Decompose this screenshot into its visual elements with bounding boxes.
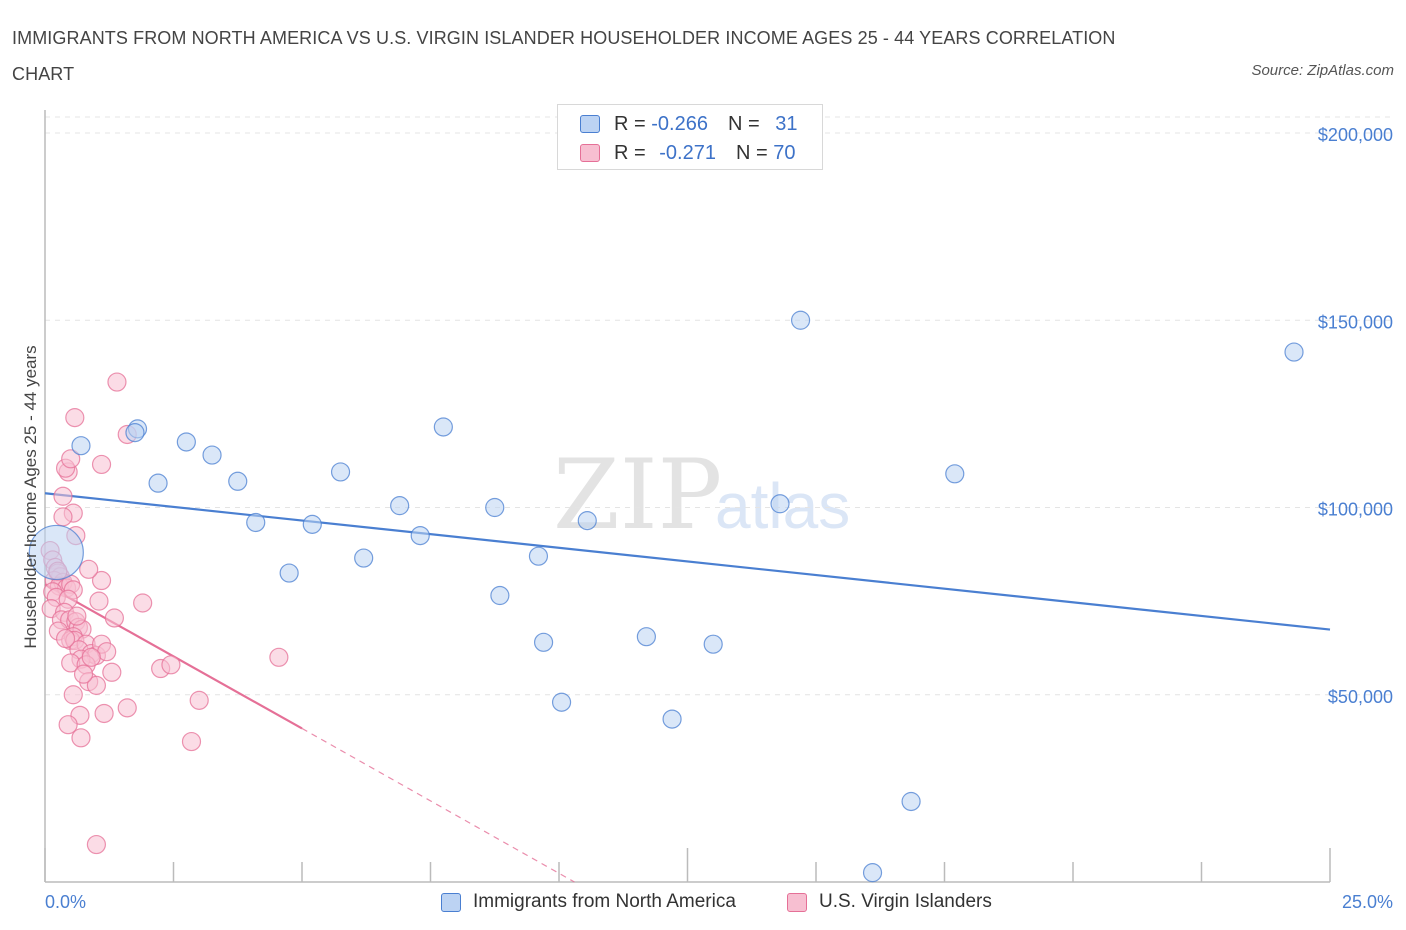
point-virgin-islanders <box>91 454 112 475</box>
r-label: R = <box>614 141 652 164</box>
point-north-america <box>28 524 84 581</box>
point-virgin-islanders <box>94 703 114 724</box>
x-tick-label: 0.0% <box>45 892 86 912</box>
point-virgin-islanders <box>81 647 101 667</box>
y-tick-label: $100,000 <box>1318 500 1393 520</box>
point-north-america <box>703 634 723 654</box>
r-value: -0.266 <box>651 112 708 135</box>
pink-swatch-icon <box>787 892 807 912</box>
point-virgin-islanders <box>161 655 181 675</box>
grid-lines <box>45 116 1395 696</box>
point-north-america <box>533 632 554 652</box>
point-north-america <box>901 791 921 812</box>
blue-swatch-icon <box>580 115 600 133</box>
point-north-america <box>790 310 811 330</box>
tick-labels: $50,000 $100,000 $150,000 $200,000 0.0% 25.0% <box>45 125 1393 912</box>
legend-item-virgin-islanders[interactable]: U.S. Virgin Islanders <box>787 888 992 916</box>
y-tick-label: $50,000 <box>1328 687 1393 707</box>
point-north-america <box>528 546 549 566</box>
point-north-america <box>551 692 572 712</box>
point-virgin-islanders <box>89 591 109 611</box>
legend-label: U.S. Virgin Islanders <box>819 891 992 912</box>
point-virgin-islanders <box>73 664 94 684</box>
point-virgin-islanders <box>55 628 76 649</box>
n-label: N = <box>727 112 766 135</box>
point-virgin-islanders <box>102 662 122 682</box>
point-north-america <box>636 627 656 647</box>
n-value: 70 <box>773 141 796 164</box>
point-north-america <box>770 494 790 514</box>
point-virgin-islanders <box>58 715 78 735</box>
point-north-america <box>302 514 322 534</box>
point-virgin-islanders <box>104 608 124 628</box>
point-virgin-islanders <box>117 698 137 718</box>
point-virgin-islanders <box>61 449 81 469</box>
point-virgin-islanders <box>181 731 202 752</box>
point-virgin-islanders <box>71 728 91 748</box>
point-virgin-islanders <box>65 408 85 428</box>
r-value: -0.271 <box>659 141 716 164</box>
point-north-america <box>410 525 430 546</box>
blue-swatch-icon <box>441 892 461 912</box>
pink-swatch-icon <box>580 144 600 162</box>
point-north-america <box>490 585 510 606</box>
point-virgin-islanders <box>53 507 73 527</box>
point-north-america <box>354 548 374 568</box>
point-virgin-islanders <box>86 675 107 695</box>
n-value: 31 <box>775 112 798 135</box>
point-north-america <box>577 511 597 531</box>
stats-legend-row-pink: R = -0.271 N = 70 <box>580 140 795 166</box>
point-north-america <box>148 473 168 493</box>
stats-legend-row-blue: R = -0.266 N = 31 <box>580 111 797 137</box>
point-virgin-islanders <box>133 593 153 613</box>
point-north-america <box>1284 342 1304 362</box>
stats-legend: R = -0.266 N = 31 R = -0.271 N = 70 <box>557 104 823 170</box>
point-virgin-islanders <box>53 486 73 506</box>
data-points <box>28 310 1304 883</box>
point-north-america <box>390 496 410 516</box>
chart-title: IMMIGRANTS FROM NORTH AMERICA VS U.S. VI… <box>12 28 1116 84</box>
point-north-america <box>246 512 266 533</box>
x-tick-label: 25.0% <box>1342 892 1393 912</box>
point-north-america <box>176 432 196 452</box>
y-axis-title: Householder Income Ages 25 - 44 years <box>21 345 40 648</box>
legend-item-north-america[interactable]: Immigrants from North America <box>441 888 736 916</box>
legend-label: Immigrants from North America <box>473 891 736 912</box>
point-virgin-islanders <box>67 606 87 626</box>
point-north-america <box>71 436 91 456</box>
n-label: N = <box>735 141 774 164</box>
point-north-america <box>485 497 505 518</box>
watermark-zip: ZIP <box>553 439 722 551</box>
trend-virgin-islanders-extension <box>301 727 575 883</box>
trend-lines <box>44 492 1331 883</box>
point-north-america <box>433 417 453 437</box>
chart-source: Source: ZipAtlas.com <box>1251 62 1394 79</box>
point-virgin-islanders <box>79 559 99 579</box>
r-label: R = <box>614 112 652 135</box>
point-north-america <box>279 563 299 583</box>
point-virgin-islanders <box>107 372 127 392</box>
y-tick-label: $200,000 <box>1318 125 1393 145</box>
point-virgin-islanders <box>269 647 289 667</box>
point-virgin-islanders <box>189 690 209 710</box>
point-virgin-islanders <box>63 685 83 705</box>
point-north-america <box>228 471 248 491</box>
point-north-america <box>862 863 883 883</box>
point-north-america <box>202 445 222 465</box>
point-north-america <box>125 423 145 443</box>
point-north-america <box>662 709 682 729</box>
axes <box>44 110 1331 883</box>
point-virgin-islanders <box>86 834 107 855</box>
point-virgin-islanders <box>91 570 112 591</box>
point-north-america <box>330 462 351 482</box>
y-tick-label: $150,000 <box>1318 312 1393 332</box>
point-north-america <box>945 464 965 484</box>
